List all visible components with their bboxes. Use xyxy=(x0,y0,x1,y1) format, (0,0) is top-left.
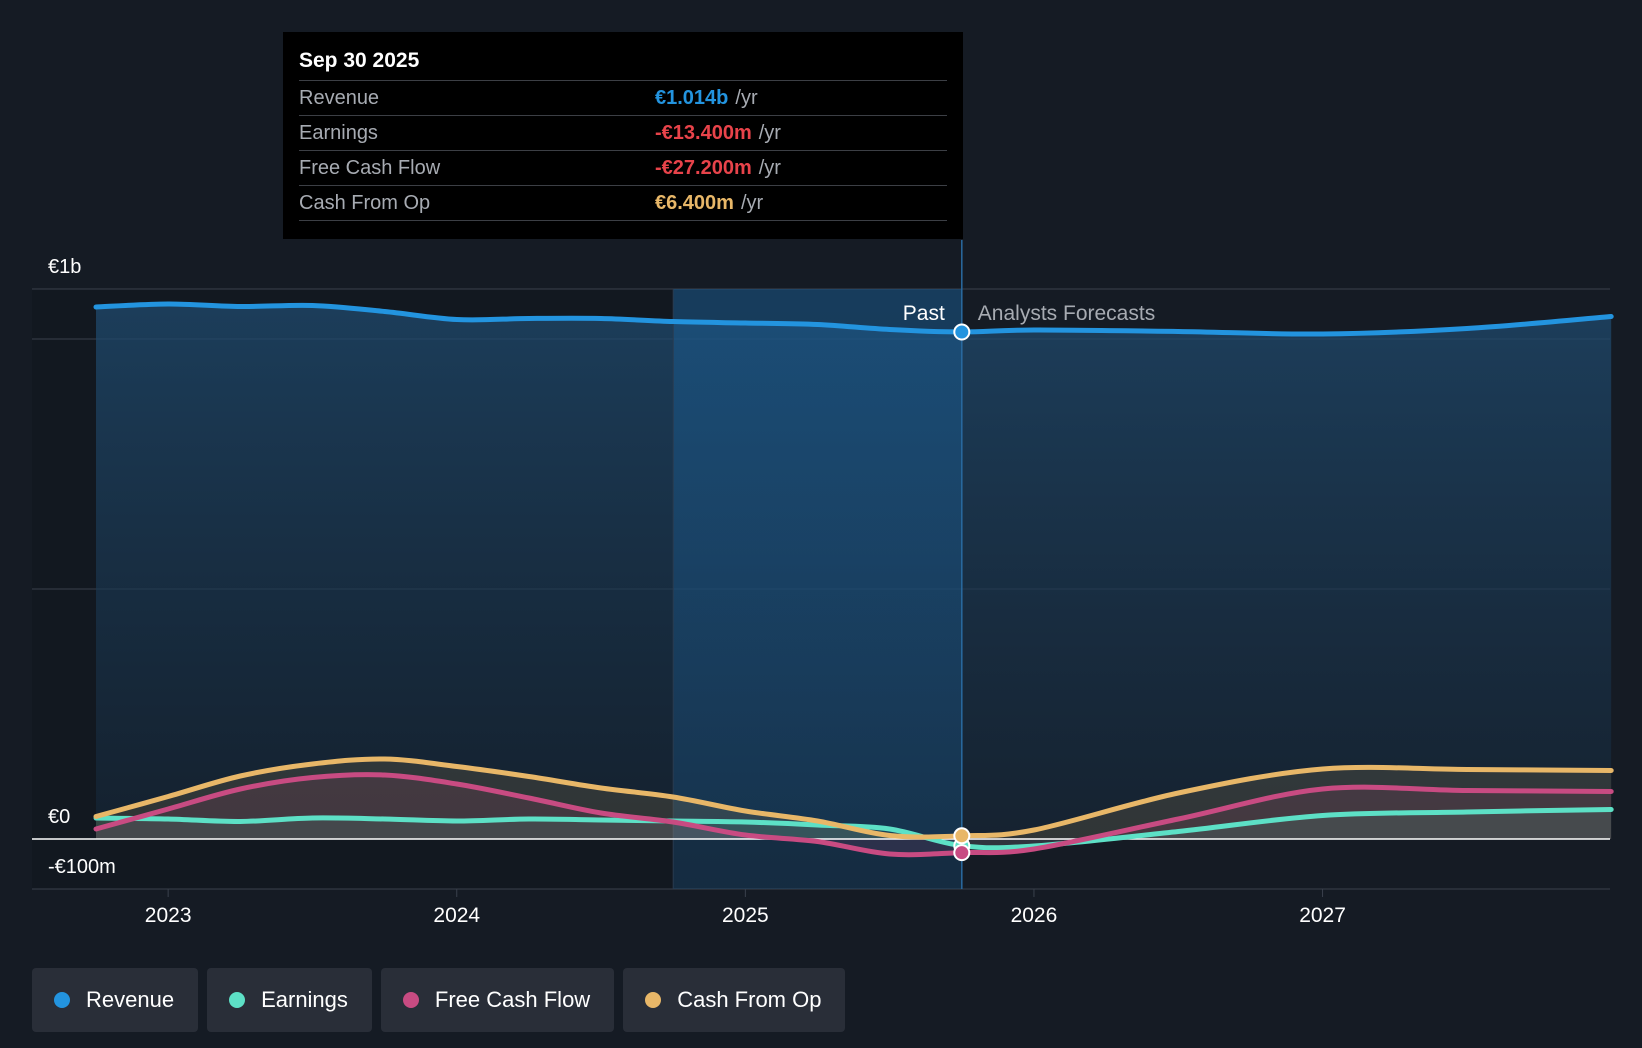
highlight-band xyxy=(673,289,962,889)
legend-dot-icon xyxy=(54,992,70,1008)
past-label: Past xyxy=(903,302,945,325)
x-tick-label: 2027 xyxy=(1299,904,1346,927)
tooltip-row-cash-from-op: Cash From Op €6.400m /yr xyxy=(299,185,947,221)
series-line-free-cash-flow xyxy=(93,772,1614,858)
legend-dot-icon xyxy=(229,992,246,1008)
tooltip-unit: /yr xyxy=(758,122,781,144)
tooltip-row-earnings: Earnings -€13.400m /yr xyxy=(299,115,947,150)
legend-item-cash-from-op[interactable]: Cash From Op xyxy=(623,968,846,1032)
x-tick-label: 2024 xyxy=(433,904,480,927)
series-line-earnings xyxy=(93,807,1614,851)
x-tick-label: 2023 xyxy=(145,904,192,927)
marker-revenue xyxy=(953,323,971,341)
tooltip-value: -€13.400m xyxy=(655,122,752,144)
tooltip-date: Sep 30 2025 xyxy=(299,49,420,72)
tooltip: Sep 30 2025 Revenue €1.014b /yr Earnings… xyxy=(283,32,963,239)
tooltip-unit: /yr xyxy=(758,157,781,179)
marker-free-cash-flow xyxy=(953,844,971,862)
tooltip-label: Cash From Op xyxy=(299,192,431,214)
legend-item-free-cash-flow[interactable]: Free Cash Flow xyxy=(380,968,615,1032)
y-tick-label: €1b xyxy=(48,256,81,278)
legend-label: Cash From Op xyxy=(677,987,822,1012)
series-area-free-cash-flow xyxy=(96,774,1612,855)
chart: €1b €0 -€100m 2023 2024 2025 2026 2027 Past Analy… xyxy=(32,240,1614,927)
legend-dot-icon xyxy=(402,992,419,1008)
marker-cash-from-op xyxy=(953,827,971,845)
tooltip-row-free-cash-flow: Free Cash Flow -€27.200m /yr xyxy=(299,150,947,185)
series-line-revenue xyxy=(93,301,1614,337)
tooltip-label: Revenue xyxy=(299,87,380,109)
legend-label: Free Cash Flow xyxy=(434,987,591,1012)
tooltip-value: €1.014b xyxy=(655,87,729,109)
tooltip-label: Earnings xyxy=(299,122,378,144)
x-tick-label: 2026 xyxy=(1011,904,1058,927)
series-line-cash-from-op xyxy=(93,756,1614,840)
legend-dot-icon xyxy=(645,992,662,1008)
tooltip-label: Free Cash Flow xyxy=(299,157,441,179)
legend-item-revenue[interactable]: Revenue xyxy=(32,968,199,1032)
tooltip-unit: /yr xyxy=(740,192,764,214)
legend-item-earnings[interactable]: Earnings xyxy=(207,968,372,1032)
y-tick-label: €0 xyxy=(48,806,70,828)
legend-label: Revenue xyxy=(86,987,175,1012)
tooltip-row-revenue: Revenue €1.014b /yr xyxy=(299,80,947,115)
tooltip-value: -€27.200m xyxy=(655,157,752,179)
x-tick-label: 2025 xyxy=(722,904,769,927)
tooltip-value: €6.400m xyxy=(655,192,734,214)
tooltip-unit: /yr xyxy=(735,87,758,109)
y-tick-label: -€100m xyxy=(48,856,116,878)
forecast-label: Analysts Forecasts xyxy=(978,302,1155,325)
legend: Revenue Earnings Free Cash Flow Cash Fro… xyxy=(32,968,846,1032)
legend-label: Earnings xyxy=(261,987,348,1012)
